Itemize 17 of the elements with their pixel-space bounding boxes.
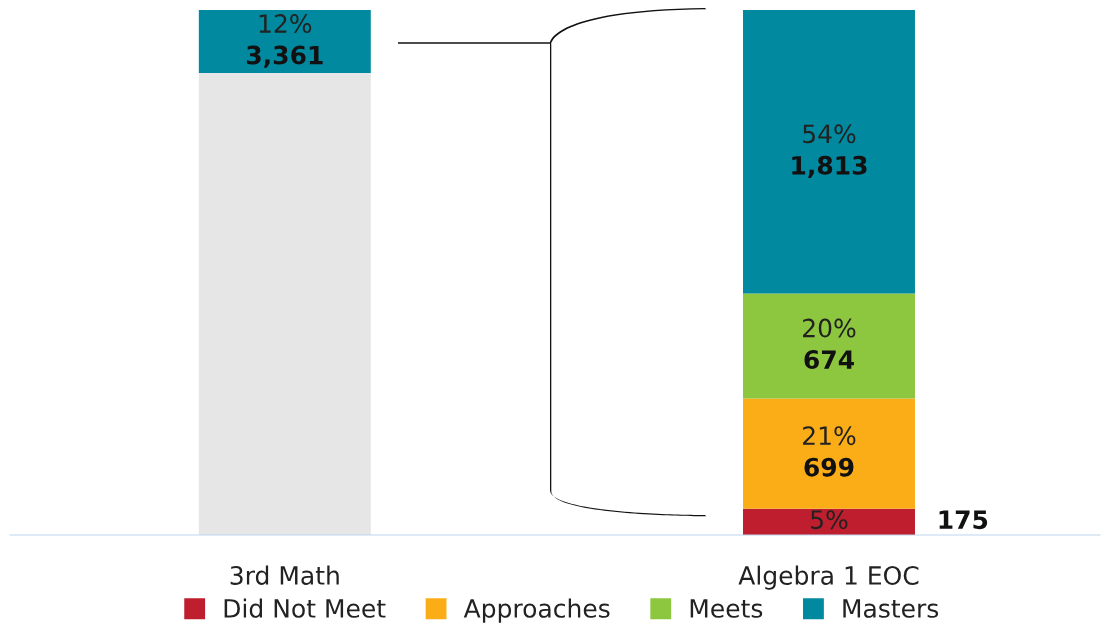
legend-label: Masters: [843, 599, 939, 618]
text: 5% 175: [811, 510, 988, 530]
legend-label: Approaches: [463, 598, 610, 623]
data-label: 12% 3,361: [246, 14, 323, 68]
data-label: 20% 674: [803, 318, 856, 369]
bar: [743, 508, 915, 535]
bar: [198, 73, 371, 535]
x-tick-label: 3rd Math: [230, 565, 339, 585]
bar: [743, 10, 915, 294]
legend-label: Meets: [690, 599, 763, 618]
x-tick-label: Algebra 1 EOC: [738, 565, 919, 590]
data-label: 21% 699: [803, 426, 856, 477]
bar: [198, 10, 371, 73]
bar: [743, 293, 915, 399]
bar: [743, 398, 915, 509]
legend-label: Did Not Meet: [224, 598, 386, 618]
data-label: 54% 1,813: [792, 124, 867, 178]
